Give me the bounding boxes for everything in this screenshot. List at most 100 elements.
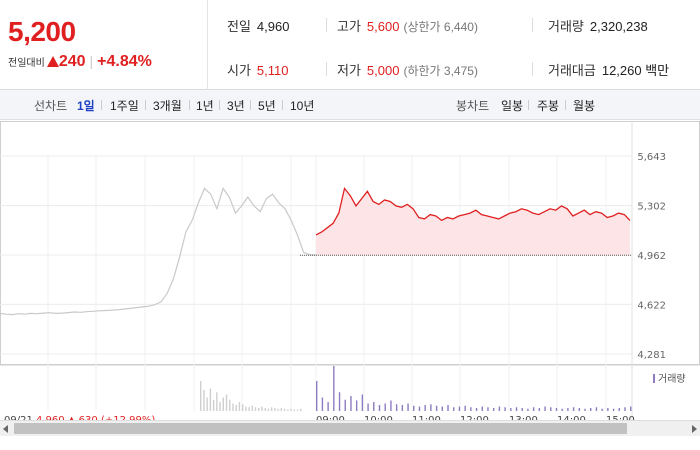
intraday-chart: 5,6435,3024,9624,6224,281거래량09:0010:0011… bbox=[0, 121, 700, 450]
volume-bar-today bbox=[578, 408, 581, 411]
up-triangle-icon bbox=[46, 56, 59, 67]
volume-bar-today bbox=[464, 405, 466, 411]
volume-bar-prev bbox=[238, 402, 241, 411]
volume-bar-today bbox=[475, 408, 478, 411]
tab-daily[interactable]: 일봉 bbox=[501, 99, 524, 113]
volume-bar-prev bbox=[241, 404, 244, 411]
volume-bar-prev bbox=[258, 408, 260, 411]
y-tick-label: 4,281 bbox=[637, 350, 666, 361]
volume-bar-today bbox=[355, 400, 358, 411]
volume-bar-today bbox=[333, 366, 335, 411]
tab-weekly[interactable]: 주봉 bbox=[537, 99, 560, 113]
price-box: 5,200 전일대비 240 | +4.84% bbox=[0, 0, 208, 90]
volume-bar-today bbox=[350, 396, 352, 411]
volume-bar-prev bbox=[277, 408, 279, 411]
volume-legend-swatch bbox=[653, 374, 655, 383]
low-price: 저가 5,000 (하한가 3,475) bbox=[337, 63, 478, 78]
scrollbar-thumb[interactable] bbox=[14, 423, 627, 434]
volume-legend-label: 거래량 bbox=[658, 373, 686, 385]
tab-5y[interactable]: 5년 bbox=[258, 99, 276, 113]
volume-bar-today bbox=[384, 403, 386, 411]
volume-bar-today bbox=[618, 408, 620, 411]
volume-bar-today bbox=[624, 407, 626, 411]
chart-scrollbar[interactable] bbox=[0, 420, 700, 436]
volume-bar-today bbox=[544, 406, 546, 411]
today-area-fill bbox=[316, 188, 630, 256]
y-tick-label: 4,622 bbox=[637, 300, 666, 311]
volume-bar-today bbox=[595, 407, 598, 411]
volume-bar-today bbox=[395, 404, 398, 411]
volume-bar-prev bbox=[232, 403, 234, 411]
tab-monthly[interactable]: 월봉 bbox=[573, 99, 596, 113]
volume-bar-today bbox=[378, 405, 381, 411]
volume-bar-prev bbox=[264, 408, 266, 411]
volume-bar-prev bbox=[245, 406, 247, 411]
tab-3m[interactable]: 3개월 bbox=[153, 99, 182, 113]
volume-bar-today bbox=[338, 392, 341, 411]
volume-bar-prev bbox=[209, 388, 212, 411]
tab-10y[interactable]: 10년 bbox=[290, 99, 315, 113]
volume-bar-prev bbox=[200, 381, 202, 411]
volume-bar-prev bbox=[274, 408, 276, 411]
volume-bar-prev bbox=[283, 408, 286, 411]
volume-bar-today bbox=[424, 405, 426, 411]
volume-bar-today bbox=[504, 407, 506, 411]
volume: 거래량 2,320,238 bbox=[548, 19, 648, 34]
volume-bar-today bbox=[441, 406, 443, 411]
volume-bar-prev bbox=[225, 394, 228, 411]
current-price: 5,200 bbox=[8, 16, 76, 47]
volume-bar-today bbox=[607, 408, 609, 411]
volume-bar-today bbox=[327, 402, 329, 411]
volume-bar-prev bbox=[222, 397, 224, 411]
quote-summary: 5,200 전일대비 240 | +4.84% 전일 4,960 고가 5,600 (상한가… bbox=[0, 0, 700, 90]
tab-1d[interactable]: 1일 bbox=[77, 99, 95, 113]
volume-bar-today bbox=[515, 407, 518, 411]
volume-bar-today bbox=[555, 408, 558, 411]
prev-close: 전일 4,960 bbox=[227, 19, 290, 34]
prev-day-line bbox=[0, 187, 317, 316]
volume-bar-today bbox=[458, 406, 461, 411]
volume-bar-today bbox=[521, 408, 523, 411]
volume-bar-prev bbox=[254, 407, 257, 411]
volume-bar-today bbox=[487, 407, 489, 411]
volume-bar-prev bbox=[293, 409, 295, 411]
tab-1y[interactable]: 1년 bbox=[196, 99, 214, 113]
volume-bar-today bbox=[390, 400, 392, 411]
volume-bar-today bbox=[367, 403, 369, 411]
volume-bar-prev bbox=[261, 406, 263, 411]
volume-bar-today bbox=[344, 399, 346, 411]
price-chart-svg: 5,6435,3024,9624,6224,281거래량09:0010:0011… bbox=[0, 121, 700, 426]
volume-bar-prev bbox=[248, 407, 250, 411]
volume-bar-prev bbox=[206, 397, 208, 411]
volume-bar-today bbox=[470, 407, 472, 411]
today-price-line bbox=[315, 186, 631, 236]
volume-bar-today bbox=[510, 408, 512, 411]
change-amount: 240 bbox=[58, 53, 86, 70]
y-tick-label: 5,302 bbox=[637, 202, 666, 213]
volume-bar-today bbox=[498, 406, 501, 411]
volume-bar-today bbox=[572, 407, 575, 411]
scroll-left-icon[interactable] bbox=[3, 425, 8, 433]
tab-3y[interactable]: 3년 bbox=[227, 99, 245, 113]
volume-bar-today bbox=[590, 408, 592, 411]
volume-bar-today bbox=[630, 406, 632, 411]
volume-bar-today bbox=[481, 406, 483, 411]
volume-bar-today bbox=[413, 405, 415, 411]
volume-bar-today bbox=[321, 397, 324, 411]
volume-bar-today bbox=[584, 408, 586, 411]
scroll-right-icon[interactable] bbox=[692, 425, 697, 433]
volume-bar-prev bbox=[216, 392, 218, 411]
volume-bar-prev bbox=[219, 402, 221, 411]
tab-1w[interactable]: 1주일 bbox=[110, 99, 139, 113]
volume-bar-prev bbox=[296, 409, 299, 411]
volume-bar-prev bbox=[300, 408, 302, 411]
trading-amount: 거래대금 12,260 백만 bbox=[548, 63, 670, 78]
volume-bar-today bbox=[612, 408, 615, 411]
volume-bar-today bbox=[561, 408, 563, 411]
volume-bar-today bbox=[418, 406, 421, 411]
volume-bar-today bbox=[550, 407, 552, 411]
y-tick-label: 5,643 bbox=[637, 152, 666, 163]
volume-bar-prev bbox=[212, 399, 215, 411]
volume-bar-prev bbox=[270, 407, 273, 411]
